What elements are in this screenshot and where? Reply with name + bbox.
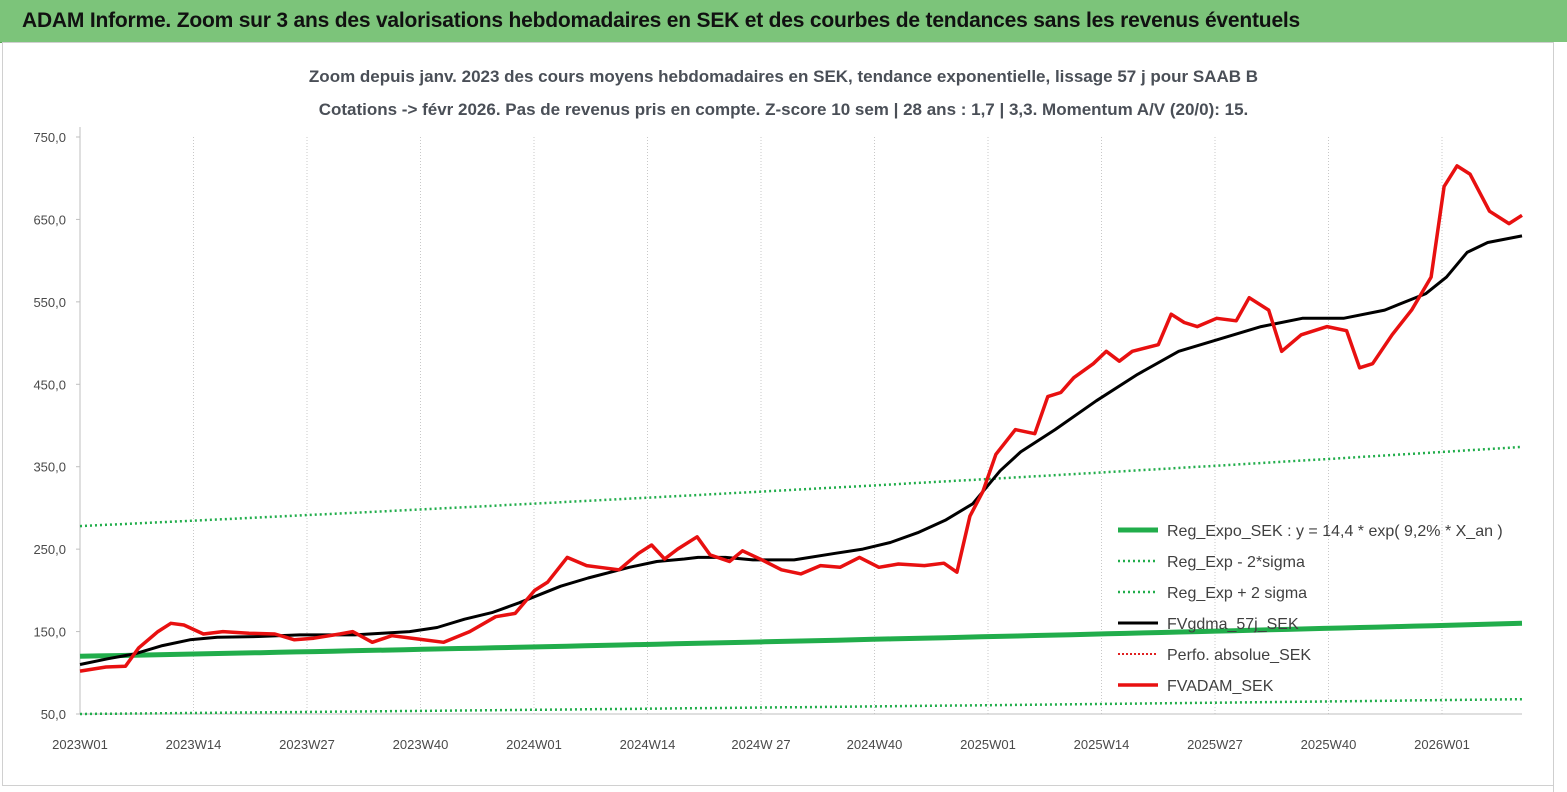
x-tick-label: 2024W 27 xyxy=(731,737,790,752)
x-tick-label: 2023W01 xyxy=(52,737,108,752)
y-tick-label: 250,0 xyxy=(33,542,66,557)
x-tick-label: 2023W27 xyxy=(279,737,335,752)
y-tick-label: 650,0 xyxy=(33,212,66,227)
y-tick-label: 150,0 xyxy=(33,625,66,640)
x-tick-label: 2026W01 xyxy=(1414,737,1470,752)
series-reg-expo-sek xyxy=(79,620,1523,659)
x-tick-label: 2024W14 xyxy=(620,737,676,752)
x-tick-label: 2023W14 xyxy=(166,737,222,752)
y-tick-label: 450,0 xyxy=(33,377,66,392)
legend-label: Reg_Expo_SEK : y = 14,4 * exp( 9,2% * X_… xyxy=(1167,523,1503,540)
series-reg-exp-minus-2sigma xyxy=(79,697,1523,716)
legend-label: Perfo. absolue_SEK xyxy=(1167,647,1311,664)
y-tick-label: 350,0 xyxy=(33,460,66,475)
x-tick-label: 2024W40 xyxy=(847,737,903,752)
legend-label: Reg_Exp - 2*sigma xyxy=(1167,554,1305,571)
series-fvadam-sek xyxy=(79,164,1523,673)
x-tick-label: 2025W27 xyxy=(1187,737,1243,752)
right-scroll-edge xyxy=(1553,42,1567,792)
y-tick-label: 750,0 xyxy=(33,130,66,145)
y-tick-label: 50,0 xyxy=(41,707,66,722)
x-tick-label: 2023W40 xyxy=(393,737,449,752)
y-tick-label: 550,0 xyxy=(33,295,66,310)
x-tick-label: 2025W01 xyxy=(960,737,1016,752)
x-tick-label: 2025W40 xyxy=(1301,737,1357,752)
title-banner: ADAM Informe. Zoom sur 3 ans des valoris… xyxy=(0,0,1567,43)
chart-subtitle: Cotations -> févr 2026. Pas de revenus p… xyxy=(318,100,1249,119)
banner-title: ADAM Informe. Zoom sur 3 ans des valoris… xyxy=(22,9,1301,32)
x-tick-label: 2024W01 xyxy=(506,737,562,752)
x-tick-label: 2025W14 xyxy=(1074,737,1130,752)
chart-frame xyxy=(2,42,1555,786)
series-reg-exp-plus-2sigma xyxy=(79,445,1523,528)
chart-title: Zoom depuis janv. 2023 des cours moyens … xyxy=(308,67,1259,86)
legend-label: FVgdma_57j_SEK xyxy=(1167,616,1299,633)
legend-label: FVADAM_SEK xyxy=(1167,678,1274,695)
legend-label: Reg_Exp + 2 sigma xyxy=(1167,585,1307,602)
